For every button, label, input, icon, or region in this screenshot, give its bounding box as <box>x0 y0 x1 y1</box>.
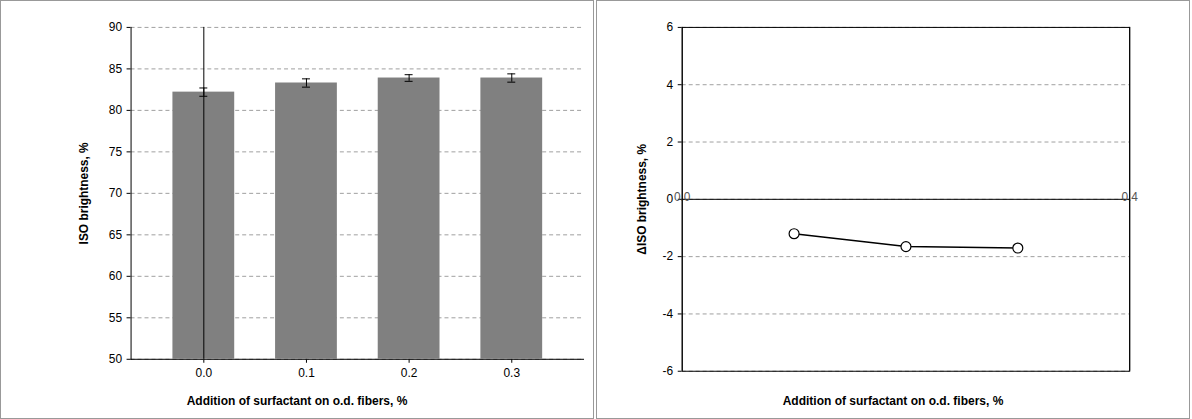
svg-text:ISO brightness, %: ISO brightness, % <box>77 142 91 245</box>
svg-text:0.4: 0.4 <box>1121 190 1138 205</box>
svg-text:50: 50 <box>109 352 123 366</box>
svg-text:-2: -2 <box>663 249 674 263</box>
svg-text:55: 55 <box>109 311 123 325</box>
svg-text:0.0: 0.0 <box>196 366 213 380</box>
svg-text:0.1: 0.1 <box>298 366 315 380</box>
svg-text:80: 80 <box>109 103 123 117</box>
svg-text:85: 85 <box>109 62 123 76</box>
html-text:Addition of surfactant on o.d.: Addition of surfactant on o.d. fibers, % <box>186 393 408 408</box>
svg-text:0.0: 0.0 <box>673 190 691 205</box>
svg-text:ΔISO brightness, %: ΔISO brightness, % <box>635 144 649 255</box>
svg-text:-4: -4 <box>663 307 674 321</box>
svg-text:6: 6 <box>667 20 674 34</box>
svg-text:-6: -6 <box>663 364 674 378</box>
svg-text:70: 70 <box>109 186 123 200</box>
svg-text:90: 90 <box>109 20 123 34</box>
svg-text:75: 75 <box>109 145 123 159</box>
svg-text:0.2: 0.2 <box>401 366 418 380</box>
svg-text:2: 2 <box>667 135 674 149</box>
svg-text:65: 65 <box>109 228 123 242</box>
svg-text:0.3: 0.3 <box>503 366 520 380</box>
svg-text:0: 0 <box>667 192 674 206</box>
svg-text:60: 60 <box>109 269 123 283</box>
svg-text:4: 4 <box>667 78 674 92</box>
html-text:Addition of surfactant on o.d.: Addition of surfactant on o.d. fibers, % <box>782 393 1004 408</box>
